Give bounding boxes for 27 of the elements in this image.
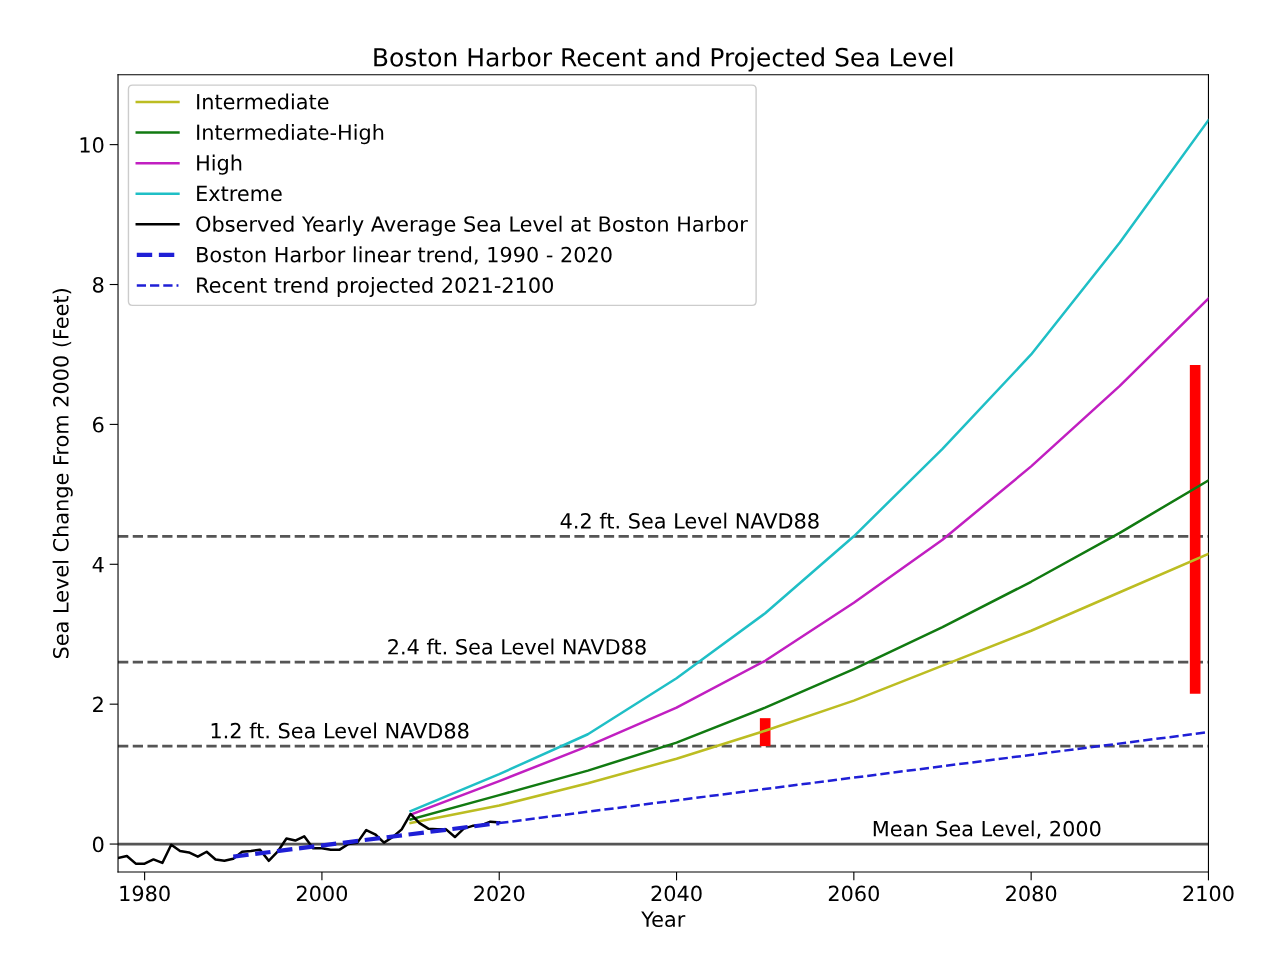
annotation: Mean Sea Level, 2000 [873,820,1101,839]
x-axis-title: Year [641,911,686,928]
x-tick-label: 2100 [1183,885,1234,902]
x-tick-label: 2020 [474,885,525,902]
x-tick-label: 2060 [828,885,879,902]
y-tick-label: 6 [93,416,104,433]
annotation: 4.2 ft. Sea Level NAVD88 [560,512,819,529]
y-tick-label: 4 [92,557,104,573]
legend-label: Extreme [197,185,282,202]
x-tick-label: 1980 [120,885,170,902]
x-tick-label: 2080 [1006,885,1057,902]
y-tick-label: 10 [80,137,104,153]
y-tick-label: 0 [92,836,104,853]
annotation: 1.2 ft. Sea Level NAVD88 [211,722,469,739]
legend-label: Observed Yearly Average Sea Level at Boston Harbor [196,215,748,236]
legend-label: Boston Harbor linear trend, 1990 - 2020 [197,246,612,265]
legend-label: Intermediate-High [197,124,384,145]
x-tick-label: 2000 [296,885,348,902]
x-tick-label: 2040 [651,885,702,902]
legend-label: High [197,154,242,175]
y-tick-label: 2 [93,696,103,713]
annotation: 2.4 ft. Sea Level NAVD88 [388,638,646,655]
legend-label: Intermediate [197,93,329,110]
y-tick-label: 8 [92,276,104,293]
y-axis-title: Sea Level Change From 2000 (Feet) [52,289,73,659]
chart-title: Boston Harbor Recent and Projected Sea Level [374,47,953,72]
legend-label: Recent trend projected 2021-2100 [197,276,553,298]
